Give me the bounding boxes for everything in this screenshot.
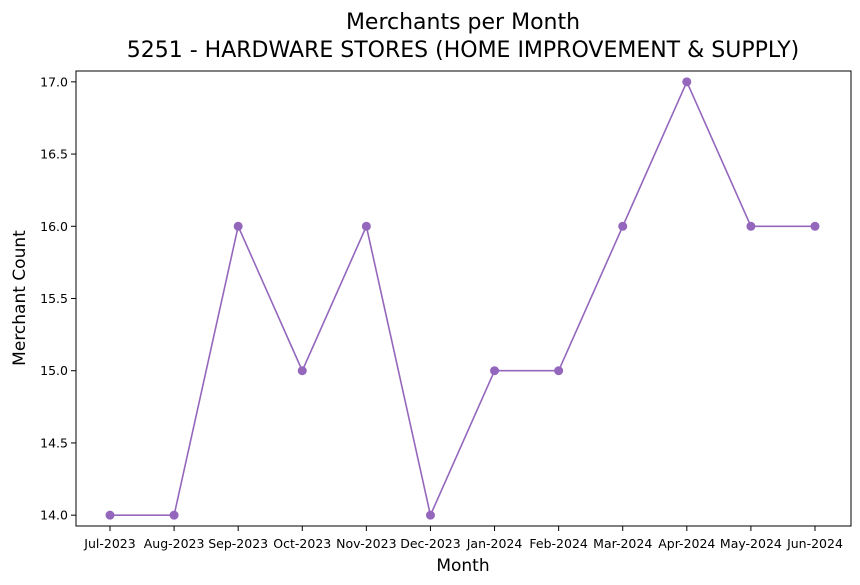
x-axis-label: Month — [436, 556, 489, 576]
data-point — [233, 221, 243, 231]
x-tick-label: Aug-2023 — [144, 536, 205, 551]
x-axis-ticks: Jul-2023 Aug-2023 Sep-2023 Oct-2023 Nov-2023… — [83, 526, 843, 551]
data-point — [105, 510, 115, 520]
x-tick-label: Jun-2024 — [786, 536, 843, 551]
plot-area — [75, 70, 852, 527]
y-tick-label: 15.0 — [40, 363, 68, 378]
data-point — [490, 366, 500, 376]
data-point — [554, 366, 564, 376]
y-tick-label: 14.5 — [40, 435, 68, 450]
data-point — [746, 221, 756, 231]
y-tick-label: 16.0 — [40, 219, 68, 234]
x-tick-label: Apr-2024 — [658, 536, 715, 551]
x-tick-label: Jan-2024 — [466, 536, 523, 551]
data-point — [810, 221, 820, 231]
y-tick-label: 17.0 — [40, 74, 68, 89]
data-point — [169, 510, 179, 520]
data-point — [297, 366, 307, 376]
x-tick-label: Mar-2024 — [593, 536, 652, 551]
series-group — [105, 77, 820, 520]
y-axis-ticks: 14.0 14.5 15.0 15.5 16.0 16.5 17.0 — [40, 74, 76, 523]
data-point — [682, 77, 692, 87]
x-tick-label: Sep-2023 — [208, 536, 268, 551]
data-point — [425, 510, 435, 520]
data-point — [618, 221, 628, 231]
x-tick-label: Dec-2023 — [400, 536, 461, 551]
series-line — [110, 79, 815, 518]
chart-subtitle: 5251 - HARDWARE STORES (HOME IMPROVEMENT… — [127, 38, 799, 63]
y-axis-label: Merchant Count — [10, 230, 30, 366]
y-tick-label: 15.5 — [40, 291, 68, 306]
x-tick-label: Jul-2023 — [83, 536, 135, 551]
data-point — [361, 221, 371, 231]
y-tick-label: 16.5 — [40, 147, 68, 162]
x-tick-label: Oct-2023 — [273, 536, 331, 551]
x-tick-label: Feb-2024 — [529, 536, 588, 551]
x-tick-label: Nov-2023 — [336, 536, 396, 551]
y-tick-label: 14.0 — [40, 508, 68, 523]
x-tick-label: May-2024 — [720, 536, 782, 551]
chart-title: Merchants per Month — [346, 10, 580, 35]
